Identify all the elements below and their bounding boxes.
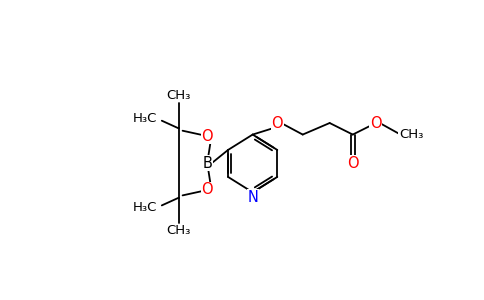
- Text: N: N: [247, 190, 258, 205]
- Text: CH₃: CH₃: [166, 224, 191, 237]
- Text: O: O: [347, 155, 359, 170]
- Text: O: O: [370, 116, 382, 130]
- Text: H₃C: H₃C: [133, 201, 157, 214]
- Text: O: O: [272, 116, 283, 130]
- Text: CH₃: CH₃: [399, 128, 424, 141]
- Text: O: O: [201, 182, 213, 197]
- Text: CH₃: CH₃: [166, 89, 191, 102]
- Text: B: B: [202, 155, 212, 170]
- Text: O: O: [201, 129, 213, 144]
- Text: H₃C: H₃C: [133, 112, 157, 125]
